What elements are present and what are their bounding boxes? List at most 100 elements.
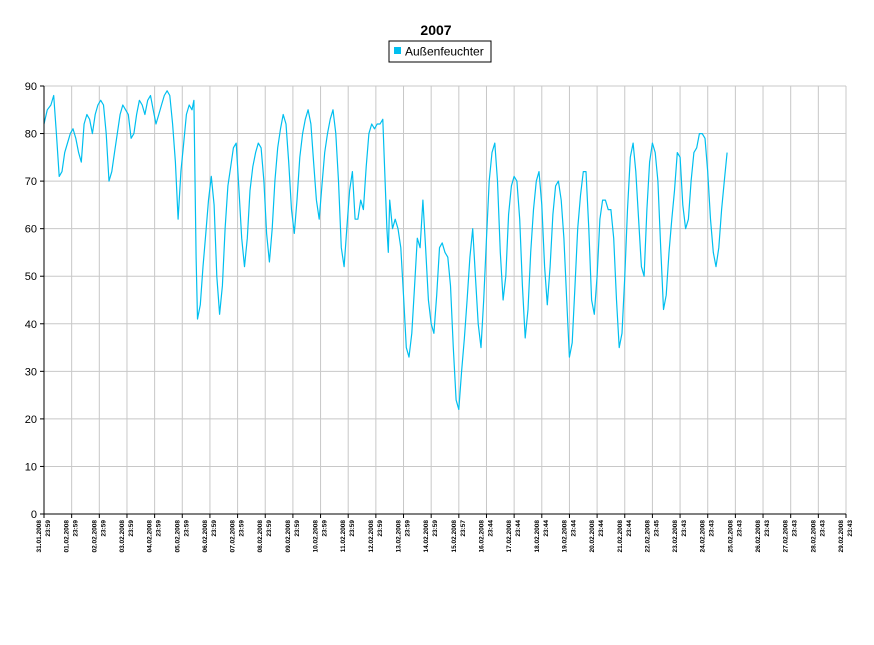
x-tick-label: 18.02.2008 23:44 bbox=[534, 520, 550, 553]
x-tick-date: 15.02.2008 bbox=[451, 520, 458, 553]
x-tick-date: 23.02.2008 bbox=[672, 520, 679, 553]
x-tick-time: 23:43 bbox=[736, 520, 743, 537]
x-tick-label: 11.02.2008 23:59 bbox=[340, 520, 356, 553]
x-tick-label: 01.02.2008 23:59 bbox=[64, 520, 80, 553]
x-tick-label: 24.02.2008 23:43 bbox=[700, 520, 716, 553]
x-tick-time: 23:43 bbox=[847, 520, 854, 537]
y-tick-label: 60 bbox=[25, 224, 37, 236]
plot-frame bbox=[43, 86, 846, 515]
x-tick-time: 23:57 bbox=[460, 520, 467, 537]
legend-box bbox=[388, 40, 492, 63]
x-tick-time: 23:59 bbox=[322, 520, 329, 537]
legend-label: Außenfeuchter bbox=[405, 45, 484, 59]
x-tick-time: 23:59 bbox=[211, 520, 218, 537]
x-tick-label: 09.02.2008 23:59 bbox=[285, 520, 301, 553]
x-tick-date: 06.02.2008 bbox=[202, 520, 209, 553]
x-tick-date: 28.02.2008 bbox=[810, 520, 817, 553]
x-tick-label: 23.02.2008 23:43 bbox=[672, 520, 688, 553]
x-tick-label: 27.02.2008 23:43 bbox=[783, 520, 799, 553]
x-tick-time: 23:59 bbox=[405, 520, 412, 537]
x-tick-date: 16.02.2008 bbox=[478, 520, 485, 553]
x-tick-date: 09.02.2008 bbox=[285, 520, 292, 553]
x-tick-label: 31.01.2008 23:59 bbox=[36, 520, 52, 553]
x-tick-label: 02.02.2008 23:59 bbox=[91, 520, 107, 553]
y-axis: 0 10 20 30 40 50 60 70 80 90 bbox=[25, 81, 44, 521]
legend: Außenfeuchter bbox=[388, 40, 492, 63]
x-tick-label: 19.02.2008 23:44 bbox=[561, 520, 577, 553]
y-tick-label: 10 bbox=[25, 461, 37, 473]
y-tick-label: 50 bbox=[25, 271, 37, 283]
x-tick-date: 11.02.2008 bbox=[340, 520, 347, 553]
x-tick-label: 20.02.2008 23:44 bbox=[589, 520, 605, 553]
x-tick-date: 05.02.2008 bbox=[174, 520, 181, 553]
y-tick-label: 70 bbox=[25, 176, 37, 188]
x-tick-time: 23:44 bbox=[515, 520, 522, 537]
x-tick-label: 07.02.2008 23:59 bbox=[230, 520, 246, 553]
x-tick-date: 08.02.2008 bbox=[257, 520, 264, 553]
series-layer bbox=[43, 90, 728, 410]
x-tick-date: 04.02.2008 bbox=[147, 520, 154, 553]
x-tick-time: 23:59 bbox=[294, 520, 301, 537]
x-tick-time: 23:44 bbox=[626, 520, 633, 537]
x-tick-date: 20.02.2008 bbox=[589, 520, 596, 553]
x-tick-label: 14.02.2008 23:59 bbox=[423, 520, 439, 553]
y-tick-label: 80 bbox=[25, 129, 37, 141]
legend-swatch bbox=[394, 47, 401, 54]
x-tick-date: 21.02.2008 bbox=[617, 520, 624, 553]
x-tick-time: 23:59 bbox=[349, 520, 356, 537]
x-tick-date: 17.02.2008 bbox=[506, 520, 513, 553]
x-tick-label: 13.02.2008 23:59 bbox=[396, 520, 412, 553]
x-tick-time: 23:59 bbox=[73, 520, 80, 537]
x-tick-date: 26.02.2008 bbox=[755, 520, 762, 553]
x-tick-label: 12.02.2008 23:59 bbox=[368, 520, 384, 553]
x-tick-date: 29.02.2008 bbox=[838, 520, 845, 553]
x-tick-label: 08.02.2008 23:59 bbox=[257, 520, 273, 553]
x-tick-label: 05.02.2008 23:59 bbox=[174, 520, 190, 553]
x-tick-label: 04.02.2008 23:59 bbox=[147, 520, 163, 553]
x-tick-time: 23:59 bbox=[239, 520, 246, 537]
x-tick-time: 23:59 bbox=[377, 520, 384, 537]
x-tick-label: 29.02.2008 23:43 bbox=[838, 520, 854, 553]
x-tick-time: 23:43 bbox=[709, 520, 716, 537]
grid bbox=[43, 85, 847, 515]
x-tick-label: 17.02.2008 23:44 bbox=[506, 520, 522, 553]
x-tick-label: 21.02.2008 23:44 bbox=[617, 520, 633, 553]
x-tick-time: 23:59 bbox=[156, 520, 163, 537]
chart-title: 2007 bbox=[420, 22, 451, 38]
y-tick-label: 20 bbox=[25, 414, 37, 426]
x-tick-time: 23:59 bbox=[128, 520, 135, 537]
x-tick-time: 23:44 bbox=[487, 520, 494, 537]
x-tick-time: 23:45 bbox=[653, 520, 660, 537]
x-tick-date: 19.02.2008 bbox=[561, 520, 568, 553]
x-axis: 31.01.2008 23:59 01.02.2008 23:59 02.02.2008… bbox=[36, 514, 854, 553]
x-tick-label: 03.02.2008 23:59 bbox=[119, 520, 135, 553]
x-tick-date: 27.02.2008 bbox=[783, 520, 790, 553]
x-tick-label: 28.02.2008 23:43 bbox=[810, 520, 826, 553]
x-tick-label: 26.02.2008 23:43 bbox=[755, 520, 771, 553]
x-tick-time: 23:59 bbox=[266, 520, 273, 537]
x-tick-date: 12.02.2008 bbox=[368, 520, 375, 553]
series-line-aussenfeuchter bbox=[43, 90, 728, 410]
x-tick-label: 15.02.2008 23:57 bbox=[451, 520, 467, 553]
x-tick-date: 03.02.2008 bbox=[119, 520, 126, 553]
x-tick-date: 22.02.2008 bbox=[644, 520, 651, 553]
x-tick-time: 23:59 bbox=[100, 520, 107, 537]
x-tick-date: 25.02.2008 bbox=[727, 520, 734, 553]
x-tick-date: 31.01.2008 bbox=[36, 520, 43, 553]
y-tick-label: 0 bbox=[31, 509, 37, 521]
x-tick-date: 14.02.2008 bbox=[423, 520, 430, 553]
x-tick-label: 22.02.2008 23:45 bbox=[644, 520, 660, 553]
x-tick-label: 10.02.2008 23:59 bbox=[313, 520, 329, 553]
y-tick-label: 90 bbox=[25, 81, 37, 93]
x-tick-date: 13.02.2008 bbox=[396, 520, 403, 553]
x-tick-time: 23:59 bbox=[432, 520, 439, 537]
x-tick-time: 23:59 bbox=[183, 520, 190, 537]
x-tick-time: 23:43 bbox=[681, 520, 688, 537]
x-tick-time: 23:44 bbox=[570, 520, 577, 537]
x-tick-time: 23:44 bbox=[543, 520, 550, 537]
x-tick-time: 23:59 bbox=[45, 520, 52, 537]
x-tick-label: 25.02.2008 23:43 bbox=[727, 520, 743, 553]
x-tick-time: 23:44 bbox=[598, 520, 605, 537]
x-tick-time: 23:43 bbox=[819, 520, 826, 537]
